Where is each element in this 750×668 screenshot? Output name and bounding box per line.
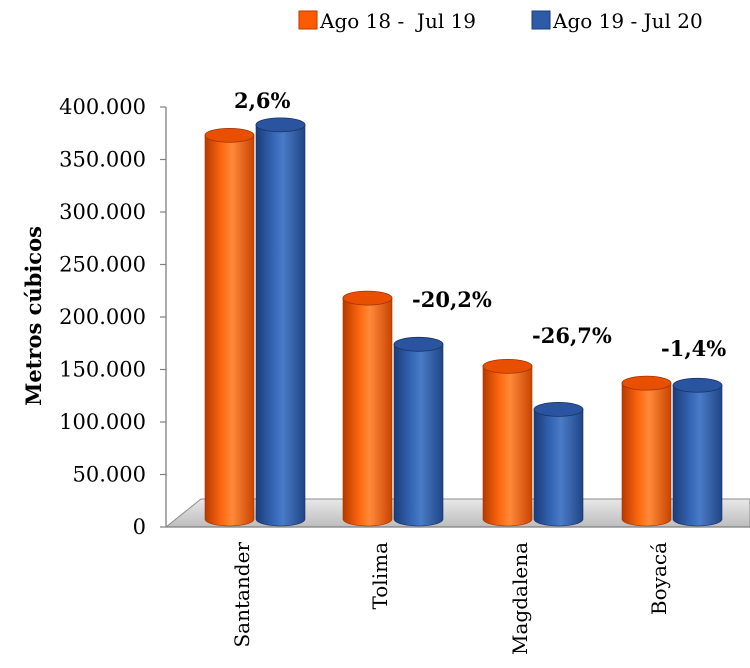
legend-item-series-2: Ago 19 - Jul 20 <box>531 9 703 33</box>
y-tick-label: 50.000 <box>73 463 146 487</box>
bar-body <box>672 384 723 527</box>
legend-label-series-1: Ago 18 - Jul 19 <box>319 9 476 33</box>
legend-swatch-series-1 <box>298 10 318 30</box>
bar-top <box>342 290 393 306</box>
bar-body <box>393 344 444 527</box>
bar-top <box>393 336 444 352</box>
bar-top <box>255 117 306 133</box>
legend-item-series-1: Ago 18 - Jul 19 <box>298 9 476 33</box>
bar-top <box>533 401 584 417</box>
bar-body <box>621 382 672 527</box>
y-tick-label: 100.000 <box>59 410 146 434</box>
x-tick-label-tolima: Tolima <box>368 542 392 610</box>
bar-magdalena-series-1 <box>482 358 533 527</box>
legend: Ago 18 - Jul 19 Ago 19 - Jul 20 <box>298 9 703 33</box>
y-tick-label: 150.000 <box>59 358 146 382</box>
bar-top <box>482 358 533 374</box>
bar-top <box>204 127 255 143</box>
bar-tolima-series-1 <box>342 290 393 527</box>
x-tick-label-magdalena: Magdalena <box>508 542 532 655</box>
bar-body <box>204 135 255 527</box>
y-axis-title: Metros cúbicos <box>21 226 46 406</box>
x-tick-label-boyacá: Boyacá <box>647 542 671 615</box>
legend-label-series-2: Ago 19 - Jul 20 <box>552 9 703 33</box>
bar-tolima-series-2 <box>393 336 444 527</box>
bar-magdalena-series-2 <box>533 401 584 527</box>
bar-body <box>342 297 393 527</box>
bar-top <box>621 375 672 391</box>
bar-body <box>255 124 306 527</box>
annotations-group: 2,6% -20,2% -26,7% -1,4% <box>234 88 726 361</box>
bars-group <box>204 117 723 527</box>
y-tick-label: 200.000 <box>59 305 146 329</box>
annotation-pct-change: -26,7% <box>532 323 612 348</box>
x-axis-labels: Santander Tolima Magdalena Boyacá <box>230 542 671 655</box>
y-tick-label: 350.000 <box>59 148 146 172</box>
bar-santander-series-1 <box>204 127 255 527</box>
legend-swatch-series-2 <box>531 10 551 30</box>
x-tick-label-santander: Santander <box>230 542 254 648</box>
bar-body <box>533 409 584 527</box>
y-tick-label: 0 <box>133 515 146 539</box>
y-tick-label: 400.000 <box>59 95 146 119</box>
bar-santander-series-2 <box>255 117 306 527</box>
y-tick-label: 300.000 <box>59 200 146 224</box>
bar-body <box>482 366 533 527</box>
bar-boyacá-series-1 <box>621 375 672 527</box>
annotation-pct-change: 2,6% <box>234 88 291 113</box>
bar-top <box>672 377 723 393</box>
annotation-pct-change: -1,4% <box>661 336 726 361</box>
bar-boyacá-series-2 <box>672 377 723 527</box>
annotation-pct-change: -20,2% <box>412 287 492 312</box>
y-tick-label: 250.000 <box>59 253 146 277</box>
y-axis-ticks: 0 50.000 100.000 150.000 200.000 250.000 300.0… <box>59 95 166 539</box>
